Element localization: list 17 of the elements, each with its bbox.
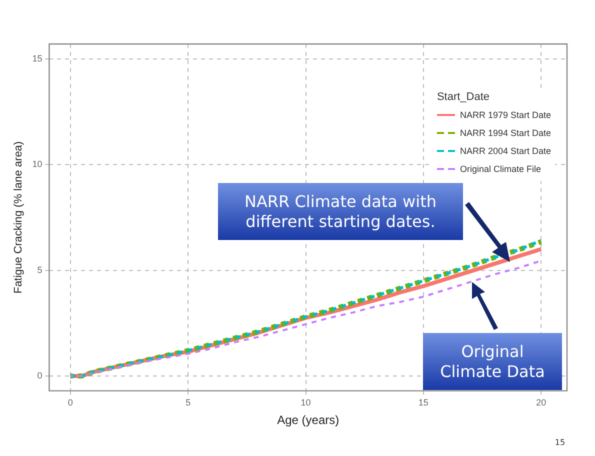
y-tick-label: 15 — [32, 53, 42, 64]
legend-label: NARR 1979 Start Date — [460, 110, 551, 120]
y-tick-label: 10 — [32, 159, 42, 170]
y-tick-label: 5 — [37, 264, 42, 275]
legend-label: Original Climate File — [460, 164, 541, 174]
legend-title: Start_Date — [436, 91, 491, 103]
y-tick-label: 0 — [37, 370, 42, 380]
y-axis-title: Fatigue Cracking (% lane area) — [12, 141, 25, 294]
x-tick-label: 15 — [418, 398, 428, 408]
legend-label: NARR 1994 Start Date — [460, 128, 551, 138]
x-axis-title: Age (years) — [277, 413, 340, 428]
x-tick-label: 20 — [536, 398, 546, 408]
text: 15 — [554, 437, 566, 449]
x-tick-label: 0 — [68, 398, 73, 408]
x-tick-label: 5 — [186, 398, 191, 408]
x-tick-label: 10 — [300, 398, 311, 408]
legend-label: NARR 2004 Start Date — [460, 146, 551, 156]
